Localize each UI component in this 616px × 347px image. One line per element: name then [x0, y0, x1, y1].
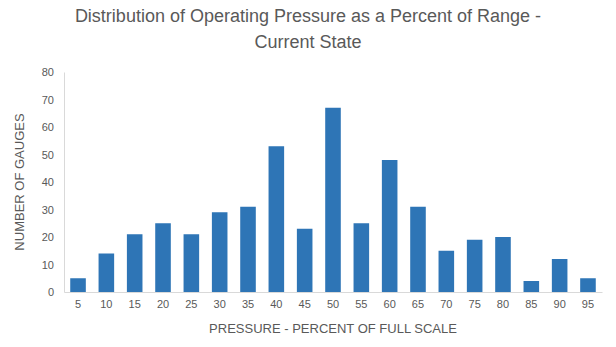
bar	[495, 237, 511, 292]
y-tick-label: 40	[42, 176, 54, 188]
y-axis: 0 10 20 30 40 50 60 70 80	[42, 66, 65, 298]
bar	[99, 254, 115, 293]
x-tick-label: 20	[157, 298, 169, 310]
y-tick: 0	[48, 286, 64, 298]
x-tick: 80	[497, 292, 509, 310]
x-tick-label: 40	[270, 298, 282, 310]
y-tick-label: 70	[42, 94, 54, 106]
x-tick: 20	[157, 292, 169, 310]
bar	[297, 229, 313, 292]
x-tick: 5	[75, 292, 81, 310]
bar	[70, 278, 86, 292]
x-tick: 30	[214, 292, 226, 310]
bar	[382, 160, 398, 292]
y-tick: 80	[42, 66, 64, 78]
bar	[127, 234, 143, 292]
y-tick: 60	[42, 121, 64, 133]
bar	[269, 146, 285, 292]
bar	[524, 281, 540, 292]
bar	[212, 212, 228, 292]
x-tick: 65	[412, 292, 424, 310]
x-tick: 75	[469, 292, 481, 310]
x-tick-label: 80	[497, 298, 509, 310]
x-tick-label: 85	[525, 298, 537, 310]
x-tick-label: 35	[242, 298, 254, 310]
x-tick-label: 5	[75, 298, 81, 310]
x-tick-label: 55	[355, 298, 367, 310]
bar	[325, 108, 341, 292]
x-axis-title: PRESSURE - PERCENT OF FULL SCALE	[209, 321, 457, 336]
y-tick: 10	[42, 259, 64, 271]
y-tick-label: 20	[42, 231, 54, 243]
chart-svg: Distribution of Operating Pressure as a …	[0, 0, 616, 347]
y-tick-label: 30	[42, 204, 54, 216]
x-tick-label: 45	[299, 298, 311, 310]
bar	[467, 240, 483, 292]
y-tick: 30	[42, 204, 64, 216]
x-tick: 85	[525, 292, 537, 310]
y-tick: 20	[42, 231, 64, 243]
bars	[70, 108, 596, 292]
y-tick: 70	[42, 94, 64, 106]
chart-title: Distribution of Operating Pressure as a …	[75, 6, 541, 52]
bar	[184, 234, 200, 292]
y-axis-title: NUMBER OF GAUGES	[12, 113, 27, 251]
chart-container: Distribution of Operating Pressure as a …	[0, 0, 616, 347]
x-tick: 15	[129, 292, 141, 310]
x-tick: 45	[299, 292, 311, 310]
title-line: Distribution of Operating Pressure as a …	[75, 6, 541, 26]
y-tick-label: 10	[42, 259, 54, 271]
x-tick: 50	[327, 292, 339, 310]
x-tick: 95	[582, 292, 594, 310]
title-line: Current State	[254, 32, 361, 52]
bar	[580, 278, 596, 292]
x-tick-label: 30	[214, 298, 226, 310]
x-tick-label: 65	[412, 298, 424, 310]
x-tick-label: 70	[440, 298, 452, 310]
x-tick: 10	[100, 292, 112, 310]
y-axis-line	[64, 73, 65, 293]
y-tick: 40	[42, 176, 64, 188]
bar	[155, 223, 171, 292]
x-tick: 35	[242, 292, 254, 310]
plot-area: 0 10 20 30 40 50 60 70 80 5 10 15 20 25 30 35 40 45 50 55 60…	[42, 66, 603, 310]
bar	[240, 207, 256, 292]
y-tick-label: 60	[42, 121, 54, 133]
y-tick-label: 80	[42, 66, 54, 78]
x-tick-label: 90	[554, 298, 566, 310]
x-tick: 25	[185, 292, 197, 310]
x-tick-label: 15	[129, 298, 141, 310]
x-tick: 40	[270, 292, 282, 310]
x-tick-label: 75	[469, 298, 481, 310]
x-tick: 70	[440, 292, 452, 310]
x-tick-label: 50	[327, 298, 339, 310]
y-tick-label: 0	[48, 286, 54, 298]
x-tick: 55	[355, 292, 367, 310]
x-tick: 60	[384, 292, 396, 310]
bar	[439, 251, 455, 292]
bar	[410, 207, 426, 292]
bar	[552, 259, 568, 292]
x-axis-line	[65, 292, 603, 293]
y-tick: 50	[42, 149, 64, 161]
x-axis: 5 10 15 20 25 30 35 40 45 50 55 60 65 70 75 80 85 90 95	[65, 292, 603, 310]
x-tick-label: 10	[100, 298, 112, 310]
x-tick-label: 95	[582, 298, 594, 310]
x-tick: 90	[554, 292, 566, 310]
bar	[354, 223, 370, 292]
y-tick-label: 50	[42, 149, 54, 161]
x-tick-label: 25	[185, 298, 197, 310]
x-tick-label: 60	[384, 298, 396, 310]
